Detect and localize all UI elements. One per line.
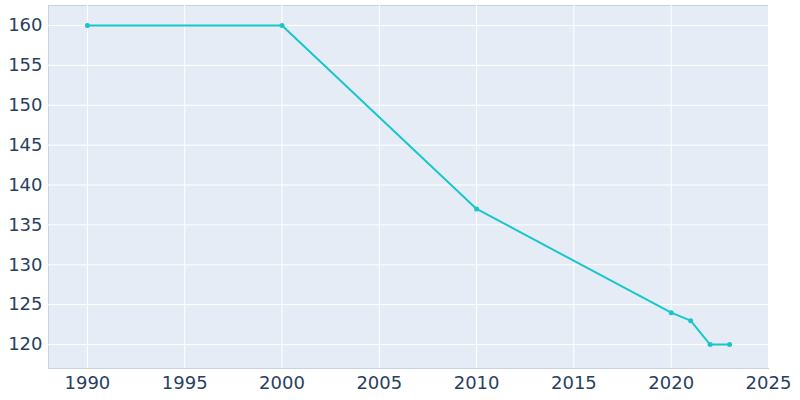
svg-text:140: 140 <box>8 174 42 195</box>
svg-text:2015: 2015 <box>551 372 597 393</box>
svg-text:2025: 2025 <box>746 372 792 393</box>
svg-text:2020: 2020 <box>648 372 694 393</box>
svg-text:150: 150 <box>8 94 42 115</box>
svg-text:2000: 2000 <box>259 372 305 393</box>
svg-text:130: 130 <box>8 254 42 275</box>
svg-text:145: 145 <box>8 134 42 155</box>
svg-text:1995: 1995 <box>162 372 208 393</box>
svg-text:1990: 1990 <box>65 372 111 393</box>
svg-text:2005: 2005 <box>356 372 402 393</box>
svg-text:135: 135 <box>8 214 42 235</box>
svg-text:2010: 2010 <box>454 372 500 393</box>
svg-text:160: 160 <box>8 14 42 35</box>
svg-text:155: 155 <box>8 54 42 75</box>
svg-text:120: 120 <box>8 333 42 354</box>
svg-text:125: 125 <box>8 293 42 314</box>
